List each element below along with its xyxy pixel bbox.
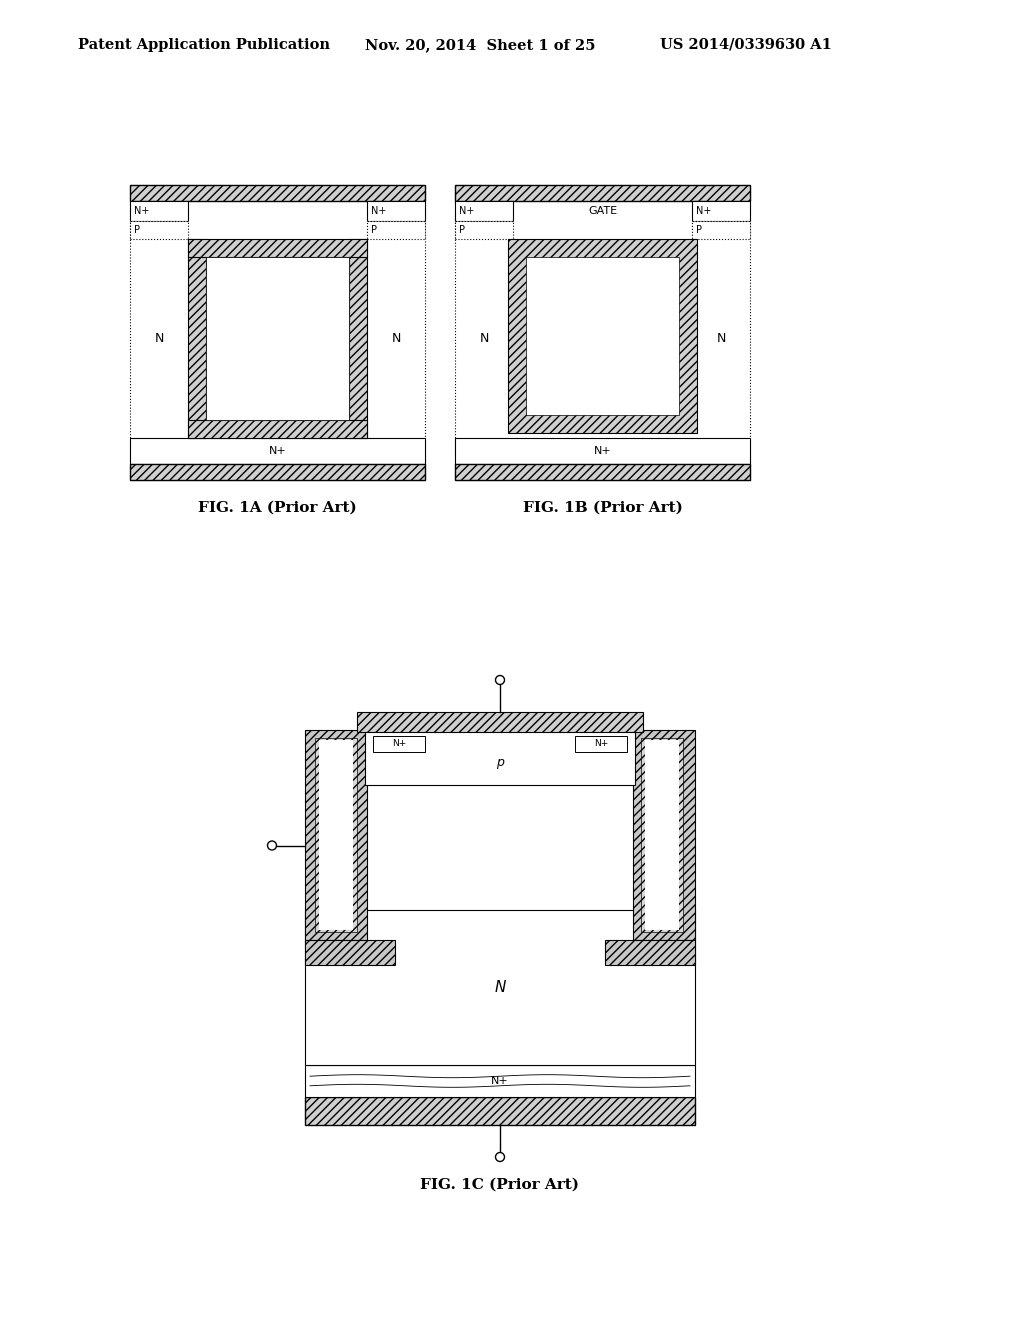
Text: Patent Application Publication: Patent Application Publication — [78, 38, 330, 51]
Bar — [633, 730, 695, 940]
Bar — [130, 185, 425, 201]
Text: N: N — [391, 333, 400, 345]
Text: P: P — [134, 224, 140, 235]
Bar — [641, 738, 683, 932]
Bar — [692, 201, 750, 220]
Bar — [130, 201, 188, 220]
Bar — [130, 465, 425, 480]
Text: N+: N+ — [492, 1076, 509, 1086]
Bar — [305, 1097, 695, 1125]
Text: N: N — [155, 333, 164, 345]
Bar — [315, 738, 357, 932]
Text: N+: N+ — [268, 446, 287, 455]
Bar — [305, 940, 395, 965]
Text: N+: N+ — [696, 206, 712, 216]
Text: p: p — [496, 756, 504, 770]
Text: P: P — [371, 224, 377, 235]
Bar — [365, 730, 635, 785]
Text: SOURCE: SOURCE — [580, 331, 626, 341]
Bar — [130, 438, 425, 465]
Bar — [455, 220, 513, 239]
Bar — [206, 257, 349, 420]
Circle shape — [496, 676, 505, 685]
Bar — [455, 201, 513, 220]
Bar — [130, 220, 188, 239]
Bar — [188, 420, 367, 438]
Text: FIG. 1C (Prior Art): FIG. 1C (Prior Art) — [421, 1177, 580, 1192]
Bar — [455, 465, 750, 480]
Bar — [188, 239, 206, 438]
Bar — [692, 220, 750, 239]
Text: GATE: GATE — [588, 206, 617, 216]
Text: GATE: GATE — [263, 334, 292, 343]
Bar — [605, 940, 695, 965]
Text: P: P — [459, 224, 465, 235]
Bar — [188, 239, 367, 257]
Text: N+: N+ — [134, 206, 150, 216]
Text: N: N — [495, 979, 506, 995]
Bar — [455, 185, 750, 480]
Bar — [455, 438, 750, 465]
Bar — [575, 737, 627, 752]
Bar — [367, 220, 425, 239]
Bar — [526, 257, 679, 414]
Text: FIG. 1B (Prior Art): FIG. 1B (Prior Art) — [522, 502, 682, 515]
Bar — [305, 1065, 695, 1097]
Circle shape — [267, 841, 276, 850]
Bar — [455, 185, 750, 201]
Text: US 2014/0339630 A1: US 2014/0339630 A1 — [660, 38, 831, 51]
Text: N+: N+ — [594, 739, 608, 748]
Text: N: N — [479, 333, 488, 345]
Bar — [373, 737, 425, 752]
Bar — [319, 741, 353, 931]
Bar — [305, 730, 367, 940]
Bar — [508, 239, 697, 433]
Text: N: N — [717, 333, 726, 345]
Bar — [367, 201, 425, 220]
Bar — [349, 239, 367, 438]
Text: N+: N+ — [392, 739, 407, 748]
Bar — [130, 185, 425, 480]
Circle shape — [496, 1152, 505, 1162]
Bar — [305, 909, 695, 1065]
Bar — [357, 711, 643, 733]
Text: P: P — [696, 224, 702, 235]
Text: Nov. 20, 2014  Sheet 1 of 25: Nov. 20, 2014 Sheet 1 of 25 — [365, 38, 596, 51]
Text: N+: N+ — [459, 206, 474, 216]
Bar — [645, 741, 679, 931]
Text: FIG. 1A (Prior Art): FIG. 1A (Prior Art) — [198, 502, 357, 515]
Text: N+: N+ — [594, 446, 611, 455]
Text: N+: N+ — [371, 206, 386, 216]
